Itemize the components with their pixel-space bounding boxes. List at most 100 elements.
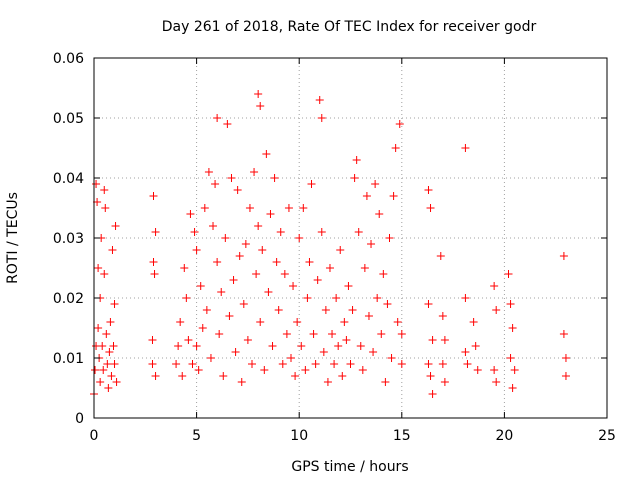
data-point (321, 306, 330, 314)
x-tick-label: 5 (192, 428, 201, 444)
data-point (192, 342, 201, 350)
data-point (379, 270, 388, 278)
data-point (305, 258, 314, 266)
data-point (336, 246, 345, 254)
data-point (149, 192, 158, 200)
data-point (186, 210, 195, 218)
data-point (389, 192, 398, 200)
data-point (109, 342, 118, 350)
data-point (286, 354, 295, 362)
data-point (492, 378, 501, 386)
data-point (252, 270, 261, 278)
data-point (362, 192, 371, 200)
data-point (256, 102, 265, 110)
data-point (360, 264, 369, 272)
data-point (100, 270, 109, 278)
data-point (334, 342, 343, 350)
data-point (377, 330, 386, 338)
data-point (102, 330, 111, 338)
data-point (106, 318, 115, 326)
data-point (461, 294, 470, 302)
data-point (510, 366, 519, 374)
data-point (348, 306, 357, 314)
data-point (150, 270, 159, 278)
data-point (303, 294, 312, 302)
data-point (206, 354, 215, 362)
data-point (375, 210, 384, 218)
data-point (328, 330, 337, 338)
data-point (254, 222, 263, 230)
y-tick-label: 0.01 (53, 351, 84, 367)
data-point (94, 324, 103, 332)
data-point (229, 276, 238, 284)
data-point (317, 228, 326, 236)
data-point (426, 372, 435, 380)
data-point (385, 234, 394, 242)
data-point (383, 300, 392, 308)
data-point (395, 120, 404, 128)
data-point (172, 360, 181, 368)
data-point (176, 318, 185, 326)
data-point (99, 366, 108, 374)
data-point (180, 264, 189, 272)
x-tick-label: 10 (290, 428, 308, 444)
data-point (323, 378, 332, 386)
y-tick-label: 0.06 (53, 51, 84, 67)
data-point (190, 228, 199, 236)
data-point (174, 342, 183, 350)
data-point (490, 282, 499, 290)
data-point (438, 360, 447, 368)
data-point (108, 246, 117, 254)
data-point (215, 330, 224, 338)
y-tick-label: 0.04 (53, 171, 84, 187)
data-point (184, 336, 193, 344)
data-point (221, 234, 230, 242)
data-point (346, 360, 355, 368)
data-point (424, 300, 433, 308)
x-tick-label: 15 (393, 428, 411, 444)
data-point (299, 204, 308, 212)
y-tick-label: 0.03 (53, 231, 84, 247)
data-point (508, 324, 517, 332)
data-point (282, 330, 291, 338)
data-point (151, 228, 160, 236)
y-axis-label: ROTI / TECUs (5, 192, 21, 284)
data-point (94, 264, 103, 272)
data-point (311, 360, 320, 368)
data-point (561, 354, 570, 362)
data-point (473, 366, 482, 374)
data-point (105, 348, 114, 356)
data-point (508, 384, 517, 392)
data-point (387, 354, 396, 362)
data-point (332, 294, 341, 302)
data-point (338, 372, 347, 380)
data-point (315, 96, 324, 104)
data-point (100, 186, 109, 194)
y-tick-label: 0.05 (53, 111, 84, 127)
data-point (428, 336, 437, 344)
data-point (463, 360, 472, 368)
x-tick-label: 20 (495, 428, 513, 444)
data-point (272, 258, 281, 266)
data-point (561, 372, 570, 380)
data-point (371, 180, 380, 188)
data-point (235, 252, 244, 260)
data-point (192, 246, 201, 254)
data-point (217, 288, 226, 296)
data-point (559, 330, 568, 338)
data-point (364, 312, 373, 320)
data-point (391, 144, 400, 152)
data-point (204, 168, 213, 176)
data-point (289, 282, 298, 290)
data-point (245, 204, 254, 212)
data-point (103, 360, 112, 368)
data-point (506, 300, 515, 308)
data-point (313, 276, 322, 284)
data-point (424, 360, 433, 368)
data-point (209, 222, 218, 230)
data-point (243, 336, 252, 344)
data-point (325, 264, 334, 272)
data-point (266, 210, 275, 218)
data-point (239, 300, 248, 308)
data-point (317, 114, 326, 122)
